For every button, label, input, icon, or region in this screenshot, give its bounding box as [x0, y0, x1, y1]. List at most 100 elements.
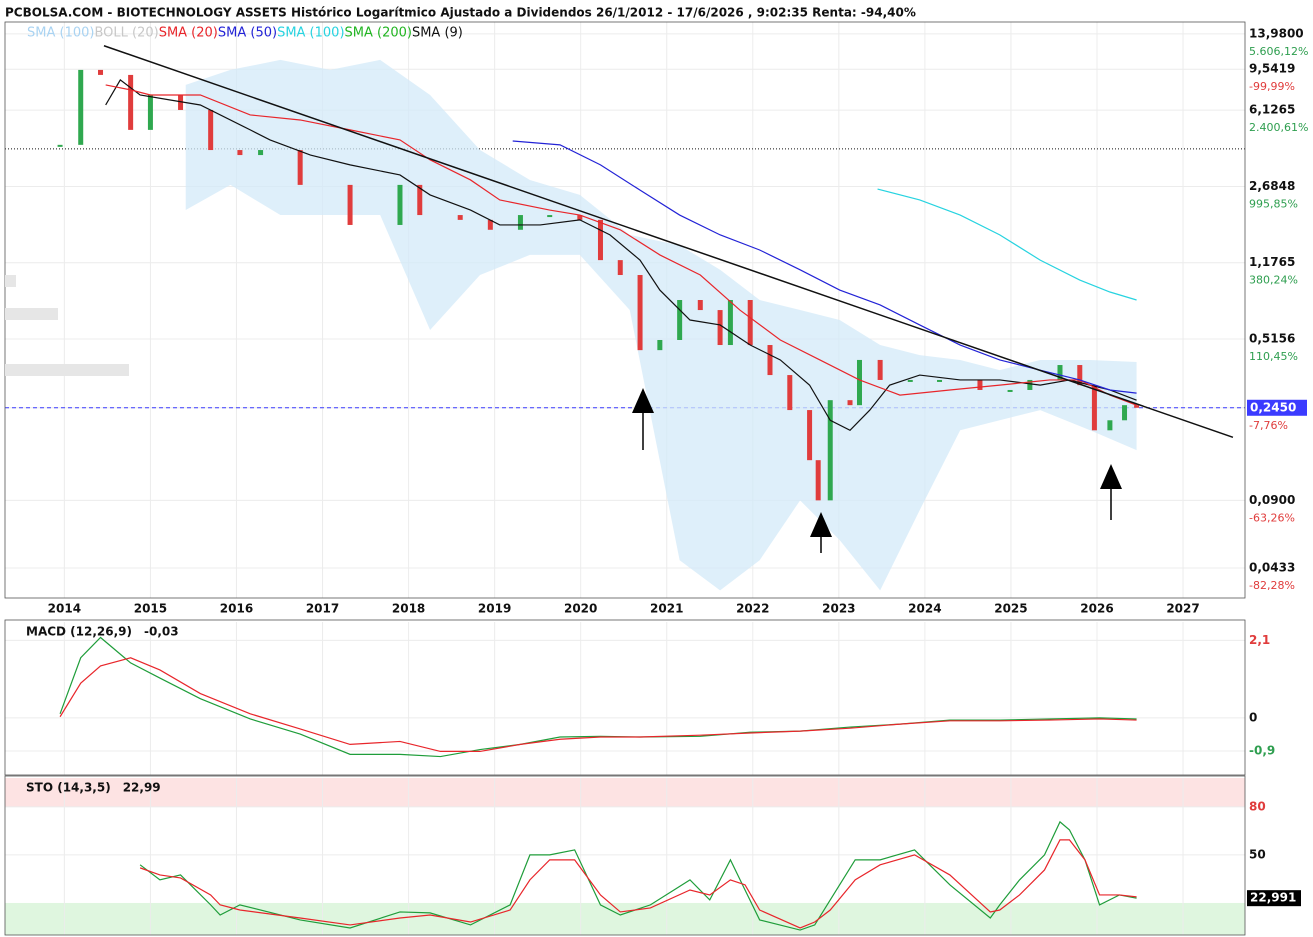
candle [397, 184, 403, 225]
candle [237, 150, 243, 156]
y-tick-label: 0,5156 [1249, 331, 1295, 345]
panel-border [4, 619, 1246, 776]
y-tick-label: 6,1265 [1249, 103, 1295, 117]
y-tick-highlight [1247, 399, 1307, 416]
candle [877, 359, 883, 380]
plots: 2014 2015 2016 2017 2018 2019 2020 2021 2022 2023… [4, 21, 1308, 936]
y-tick-note: 5.606,12% [1249, 45, 1308, 58]
candle [1077, 365, 1083, 386]
trendline [103, 45, 1234, 439]
series-line [877, 188, 1137, 301]
x-tick-label: 2026 [1080, 602, 1113, 616]
candle [1134, 405, 1140, 408]
x-tick-label: 2023 [822, 602, 855, 616]
candle [1107, 420, 1113, 431]
candle [767, 345, 773, 376]
candle [1057, 365, 1063, 380]
zone [5, 778, 1245, 807]
panel-border [4, 775, 1246, 936]
panel-title: MACD (12,26,9) [26, 625, 132, 639]
candle [677, 300, 683, 340]
y-tick-label: 9,5419 [1249, 62, 1295, 76]
y-tick-label: 13,9800 [1249, 26, 1304, 40]
candle [147, 94, 153, 130]
x-tick-label: 2017 [306, 602, 339, 616]
panel-title: STO (14,3,5) [26, 781, 111, 795]
y-tick-note: -99,99% [1249, 80, 1295, 93]
candle [78, 69, 84, 145]
candle [208, 109, 214, 151]
blank-bar [5, 308, 58, 320]
x-tick-label: 2016 [220, 602, 253, 616]
candle [417, 184, 423, 216]
candle [1027, 379, 1033, 390]
candle [747, 300, 753, 346]
x-tick-label: 2022 [736, 602, 769, 616]
candle [787, 375, 793, 411]
panel-value: -0,03 [144, 625, 179, 639]
legend-entry: SMA (100) [27, 26, 94, 41]
candle [637, 275, 643, 351]
candle [807, 410, 813, 461]
candle [657, 339, 663, 351]
blank-bar [5, 275, 16, 287]
candle [727, 300, 733, 346]
legend-entry: SMA (200) [345, 26, 412, 41]
series-line [59, 636, 1137, 758]
arrow [810, 512, 832, 553]
candle [815, 460, 821, 501]
last-value-label: 22,991 [1250, 891, 1296, 905]
candle [977, 379, 983, 390]
candle [1007, 389, 1013, 392]
y-tick-note: 380,24% [1249, 274, 1298, 287]
y-tick-label: 0 [1249, 710, 1257, 724]
last-value-box [1247, 890, 1301, 907]
candle [457, 215, 463, 220]
candle [1122, 405, 1128, 421]
chart-title: PCBOLSA.COM - BIOTECHNOLOGY ASSETS Histó… [5, 6, 916, 20]
y-tick-label: -0,9 [1249, 744, 1275, 758]
panel-value: 22,99 [123, 781, 161, 795]
x-tick-label: 2027 [1166, 602, 1199, 616]
candle [178, 94, 184, 110]
x-tick-label: 2024 [908, 602, 941, 616]
blank-bar [5, 364, 129, 376]
y-tick-label: 0,2450 [1250, 400, 1296, 414]
candle [937, 379, 943, 382]
x-tick-label: 2015 [134, 602, 167, 616]
y-tick-label: 80 [1249, 799, 1266, 813]
candle [617, 260, 623, 276]
zone [5, 902, 1245, 935]
candle [577, 215, 583, 220]
candle [1091, 385, 1097, 431]
legend-entry: SMA (50) [218, 26, 277, 41]
y-tick-label: 2,1 [1249, 633, 1270, 647]
x-tick-label: 2018 [392, 602, 425, 616]
candle [57, 144, 63, 147]
y-tick-note: -82,28% [1249, 579, 1295, 592]
y-tick-note: -63,26% [1249, 511, 1295, 524]
candle [717, 310, 723, 346]
y-tick-label: 0,0433 [1249, 560, 1295, 574]
x-tick-label: 2025 [994, 602, 1027, 616]
candle [547, 215, 553, 218]
candle [297, 150, 303, 185]
arrow [632, 388, 654, 450]
y-tick-note: 2.400,61% [1249, 121, 1308, 134]
y-tick-note: 995,85% [1249, 197, 1298, 210]
candle [697, 300, 703, 311]
legend-entry: SMA (100) [277, 26, 344, 41]
candle [597, 219, 603, 261]
candle [827, 400, 833, 501]
y-tick-label: 50 [1249, 847, 1266, 861]
series-line [139, 839, 1137, 929]
candle [128, 74, 134, 130]
candle [517, 215, 523, 230]
legend-entry: SMA (20) [159, 26, 218, 41]
y-tick-note: 110,45% [1249, 350, 1298, 363]
series-line [105, 84, 1137, 406]
x-tick-label: 2021 [650, 602, 683, 616]
arrow [1100, 464, 1122, 520]
y-tick-label: 0,0900 [1249, 493, 1295, 507]
